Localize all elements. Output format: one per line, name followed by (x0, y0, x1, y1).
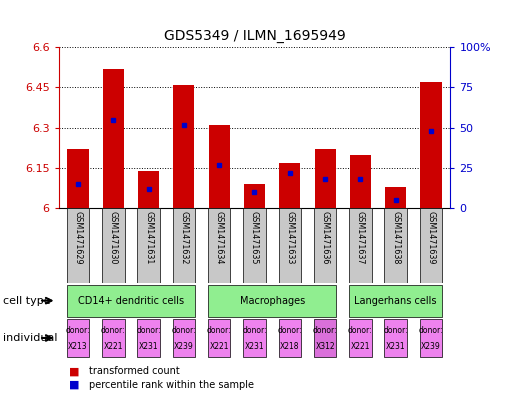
Text: donor:: donor: (383, 326, 408, 334)
Bar (314, 208, 336, 283)
Bar (208, 319, 231, 357)
Text: X221: X221 (103, 342, 123, 351)
Bar (384, 208, 407, 283)
Bar (67, 208, 89, 283)
Bar (173, 319, 195, 357)
Bar (420, 319, 442, 357)
Text: donor:: donor: (419, 326, 443, 334)
Text: GSM1471638: GSM1471638 (391, 211, 400, 264)
Title: GDS5349 / ILMN_1695949: GDS5349 / ILMN_1695949 (163, 29, 346, 43)
Bar (173, 85, 194, 208)
Text: Langerhans cells: Langerhans cells (354, 296, 437, 306)
Text: ■: ■ (69, 380, 79, 390)
Bar (384, 319, 407, 357)
Text: percentile rank within the sample: percentile rank within the sample (89, 380, 254, 390)
Bar (137, 319, 160, 357)
Text: donor:: donor: (242, 326, 267, 334)
Bar (243, 208, 266, 283)
Text: X312: X312 (315, 342, 335, 351)
Bar (67, 319, 89, 357)
Text: ■: ■ (69, 366, 79, 376)
Bar (137, 208, 160, 283)
Bar (278, 319, 301, 357)
Text: donor:: donor: (172, 326, 196, 334)
Text: GSM1471635: GSM1471635 (250, 211, 259, 264)
Text: X231: X231 (139, 342, 158, 351)
Text: donor:: donor: (277, 326, 302, 334)
Text: donor:: donor: (136, 326, 161, 334)
Text: GSM1471632: GSM1471632 (179, 211, 188, 264)
Bar (209, 125, 230, 208)
Bar (67, 285, 195, 317)
Bar (278, 208, 301, 283)
Text: GSM1471636: GSM1471636 (321, 211, 330, 264)
Text: X221: X221 (209, 342, 229, 351)
Bar (349, 319, 372, 357)
Text: GSM1471637: GSM1471637 (356, 211, 365, 264)
Text: CD14+ dendritic cells: CD14+ dendritic cells (78, 296, 184, 306)
Bar (103, 69, 124, 208)
Text: X221: X221 (351, 342, 370, 351)
Text: Macrophages: Macrophages (240, 296, 305, 306)
Text: donor:: donor: (207, 326, 232, 334)
Text: GSM1471631: GSM1471631 (144, 211, 153, 264)
Bar (102, 208, 125, 283)
Bar (208, 285, 336, 317)
Text: GSM1471634: GSM1471634 (215, 211, 223, 264)
Text: donor:: donor: (313, 326, 337, 334)
Text: donor:: donor: (66, 326, 90, 334)
Text: transformed count: transformed count (89, 366, 180, 376)
Text: GSM1471630: GSM1471630 (109, 211, 118, 264)
Bar (349, 285, 442, 317)
Text: X239: X239 (174, 342, 194, 351)
Text: GSM1471629: GSM1471629 (73, 211, 82, 264)
Bar (349, 208, 372, 283)
Bar (350, 154, 371, 208)
Text: X239: X239 (421, 342, 441, 351)
Text: cell type: cell type (3, 296, 50, 306)
Bar (138, 171, 159, 208)
Bar (420, 208, 442, 283)
Text: GSM1471639: GSM1471639 (427, 211, 436, 264)
Bar (420, 82, 442, 208)
Bar (208, 208, 231, 283)
Bar (279, 163, 300, 208)
Bar (244, 184, 265, 208)
Bar (67, 149, 89, 208)
Bar (315, 149, 336, 208)
Text: X231: X231 (245, 342, 264, 351)
Bar (314, 319, 336, 357)
Text: X218: X218 (280, 342, 300, 351)
Text: X231: X231 (386, 342, 406, 351)
Text: donor:: donor: (101, 326, 126, 334)
Bar (243, 319, 266, 357)
Text: donor:: donor: (348, 326, 373, 334)
Bar (173, 208, 195, 283)
Bar (102, 319, 125, 357)
Text: X213: X213 (68, 342, 88, 351)
Text: individual: individual (3, 333, 57, 343)
Bar (385, 187, 406, 208)
Text: GSM1471633: GSM1471633 (286, 211, 294, 264)
